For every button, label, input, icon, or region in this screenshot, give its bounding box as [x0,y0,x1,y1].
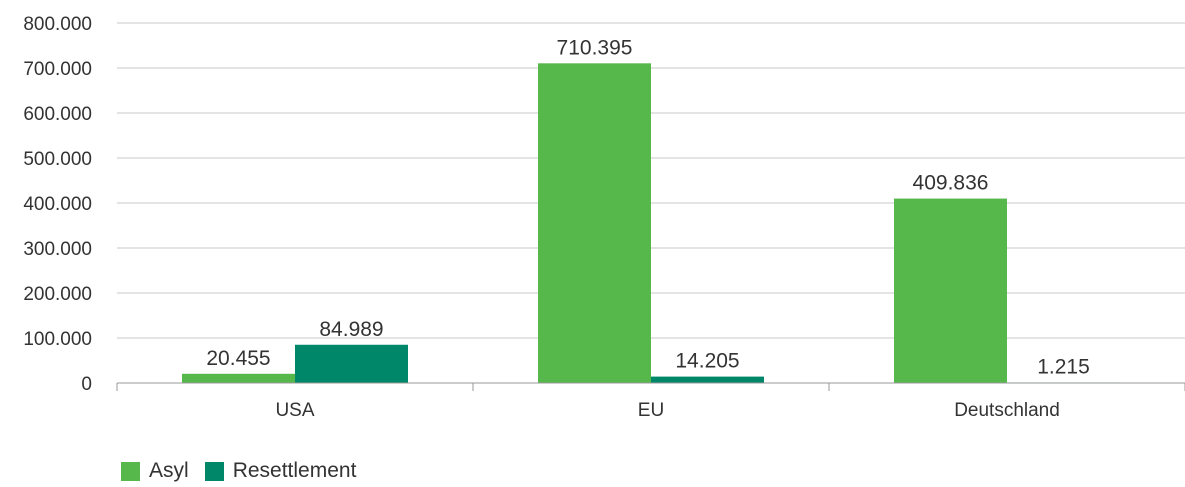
data-label: 84.989 [319,318,383,341]
y-tick-label: 700.000 [23,59,92,80]
bar-asyl-eu [538,63,651,383]
data-label: 20.455 [206,347,270,370]
x-category-label: Deutschland [954,400,1060,421]
bar-asyl-deutschland [894,198,1007,383]
y-tick-label: 100.000 [23,329,92,350]
y-axis-tick-labels: 0 100.000 200.000 300.000 400.000 500.000 600.… [23,14,92,395]
x-axis [116,382,1185,391]
y-tick-label: 300.000 [23,239,92,260]
legend-label-asyl: Asyl [149,459,189,482]
data-label: 1.215 [1037,355,1090,378]
legend-label-resettlement: Resettlement [232,459,357,482]
y-tick-label: 0 [81,374,92,395]
data-label: 710.395 [557,36,633,59]
bar-resettlement-eu [651,376,764,383]
legend-item-asyl: Asyl [121,459,189,483]
y-tick-label: 500.000 [23,149,92,170]
legend: Asyl Resettlement [121,459,372,483]
data-label: 409.836 [913,172,989,195]
y-tick-label: 800.000 [23,14,92,35]
x-category-label: EU [638,400,664,421]
y-tick-label: 600.000 [23,104,92,125]
y-tick-label: 400.000 [23,194,92,215]
x-axis-category-labels: USA EU Deutschland [275,400,1059,421]
data-labels: 20.455 84.989 710.395 14.205 409.836 1.215 [206,36,1089,378]
y-tick-label: 200.000 [23,284,92,305]
x-category-label: USA [275,400,314,421]
legend-swatch-resettlement [204,461,224,481]
bars [182,63,1120,383]
bar-resettlement-usa [295,344,408,383]
bar-asyl-usa [182,373,295,383]
data-label: 14.205 [675,350,739,373]
legend-swatch-asyl [121,461,140,481]
legend-item-resettlement: Resettlement [204,459,357,483]
